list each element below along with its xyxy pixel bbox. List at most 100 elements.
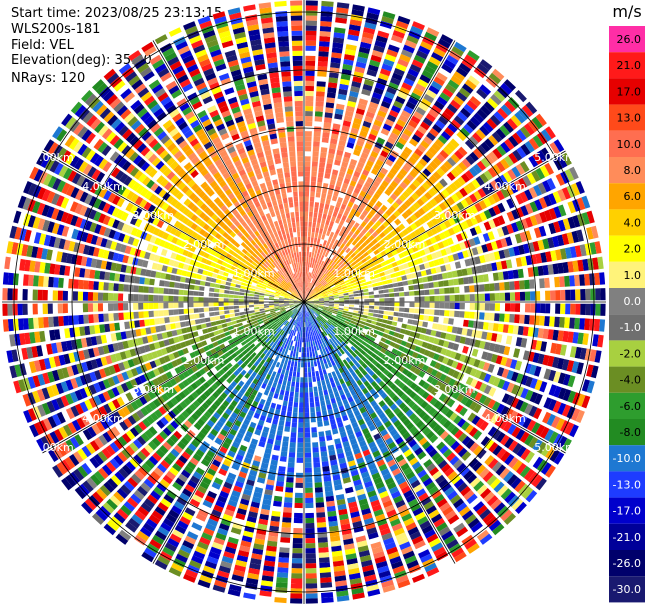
velocity-gate [417,207,426,216]
velocity-gate [391,34,404,44]
velocity-gate [322,384,327,391]
velocity-gate [283,502,293,508]
velocity-gate [500,158,510,170]
velocity-gate [375,235,382,242]
velocity-gate [433,195,442,204]
velocity-gate [441,63,454,74]
velocity-gate [309,196,315,202]
velocity-gate [317,71,327,77]
velocity-gate [579,244,587,257]
velocity-gate [315,370,320,377]
velocity-gate [338,88,348,96]
velocity-gate [312,351,316,357]
velocity-gate [469,338,476,347]
velocity-gate [327,272,333,277]
velocity-gate [317,270,322,276]
velocity-gate [286,477,294,483]
velocity-gate [449,295,455,302]
velocity-gate [370,150,379,159]
velocity-gate [343,267,349,273]
velocity-gate [304,291,305,297]
velocity-gate [398,223,406,231]
velocity-gate [307,294,312,299]
velocity-gate [124,321,131,330]
velocity-gate [582,333,589,346]
velocity-gate [308,303,314,305]
velocity-gate [313,298,319,300]
velocity-gate [454,165,464,175]
velocity-gate [277,562,289,568]
velocity-gate [321,456,329,462]
velocity-gate [412,320,419,326]
velocity-gate [349,258,355,264]
velocity-gate [464,258,471,267]
velocity-gate [406,217,414,225]
velocity-gate [465,218,474,228]
velocity-gate [488,252,496,262]
velocity-gate [312,146,320,152]
velocity-gate [439,212,448,221]
velocity-gate [165,324,172,331]
velocity-gate [313,304,319,307]
velocity-gate [366,69,378,77]
velocity-gate [463,277,469,285]
velocity-gate [308,341,311,347]
velocity-gate [313,296,318,299]
velocity-gate [317,248,321,255]
velocity-gate [309,283,313,289]
velocity-gate [362,31,374,40]
velocity-gate [502,171,513,183]
velocity-gate [514,292,521,301]
velocity-gate [361,241,368,248]
velocity-gate [314,116,323,122]
velocity-gate [566,360,575,372]
velocity-gate [496,145,507,156]
velocity-gate [466,99,478,111]
velocity-gate [320,266,324,272]
velocity-gate [555,343,562,355]
velocity-gate [512,325,519,335]
velocity-gate [276,383,282,390]
velocity-gate [466,120,478,131]
velocity-gate [219,310,225,315]
velocity-gate [326,270,331,276]
velocity-gate [344,279,350,284]
velocity-gate [376,318,383,323]
velocity-gate [304,271,306,277]
velocity-gate [292,371,297,377]
velocity-gate [414,83,426,93]
velocity-gate [487,167,498,178]
velocity-gate [361,36,373,45]
velocity-gate [375,159,384,167]
velocity-gate [306,251,309,257]
velocity-gate [431,104,442,115]
velocity-gate [328,308,334,312]
velocity-gate [273,303,279,305]
velocity-gate [210,321,217,327]
velocity-gate [325,490,334,497]
velocity-gate [368,271,375,277]
velocity-gate [339,78,350,86]
velocity-gate [532,152,543,165]
velocity-gate [337,197,343,204]
velocity-gate [412,201,421,210]
velocity-gate [515,257,523,267]
velocity-gate [373,269,379,275]
velocity-gate [454,310,460,318]
velocity-gate [318,297,324,300]
velocity-gate [430,267,437,274]
velocity-gate [480,157,491,168]
velocity-gate [308,221,312,227]
velocity-gate [316,187,322,193]
velocity-gate [579,274,585,286]
velocity-gate [397,206,405,214]
velocity-gate [376,253,383,259]
velocity-gate [312,279,316,284]
velocity-gate [399,297,405,302]
velocity-gate [597,334,604,348]
velocity-gate [442,256,450,264]
velocity-gate [524,291,531,301]
velocity-gate [354,113,364,120]
velocity-gate [310,181,316,187]
velocity-gate [319,157,326,163]
